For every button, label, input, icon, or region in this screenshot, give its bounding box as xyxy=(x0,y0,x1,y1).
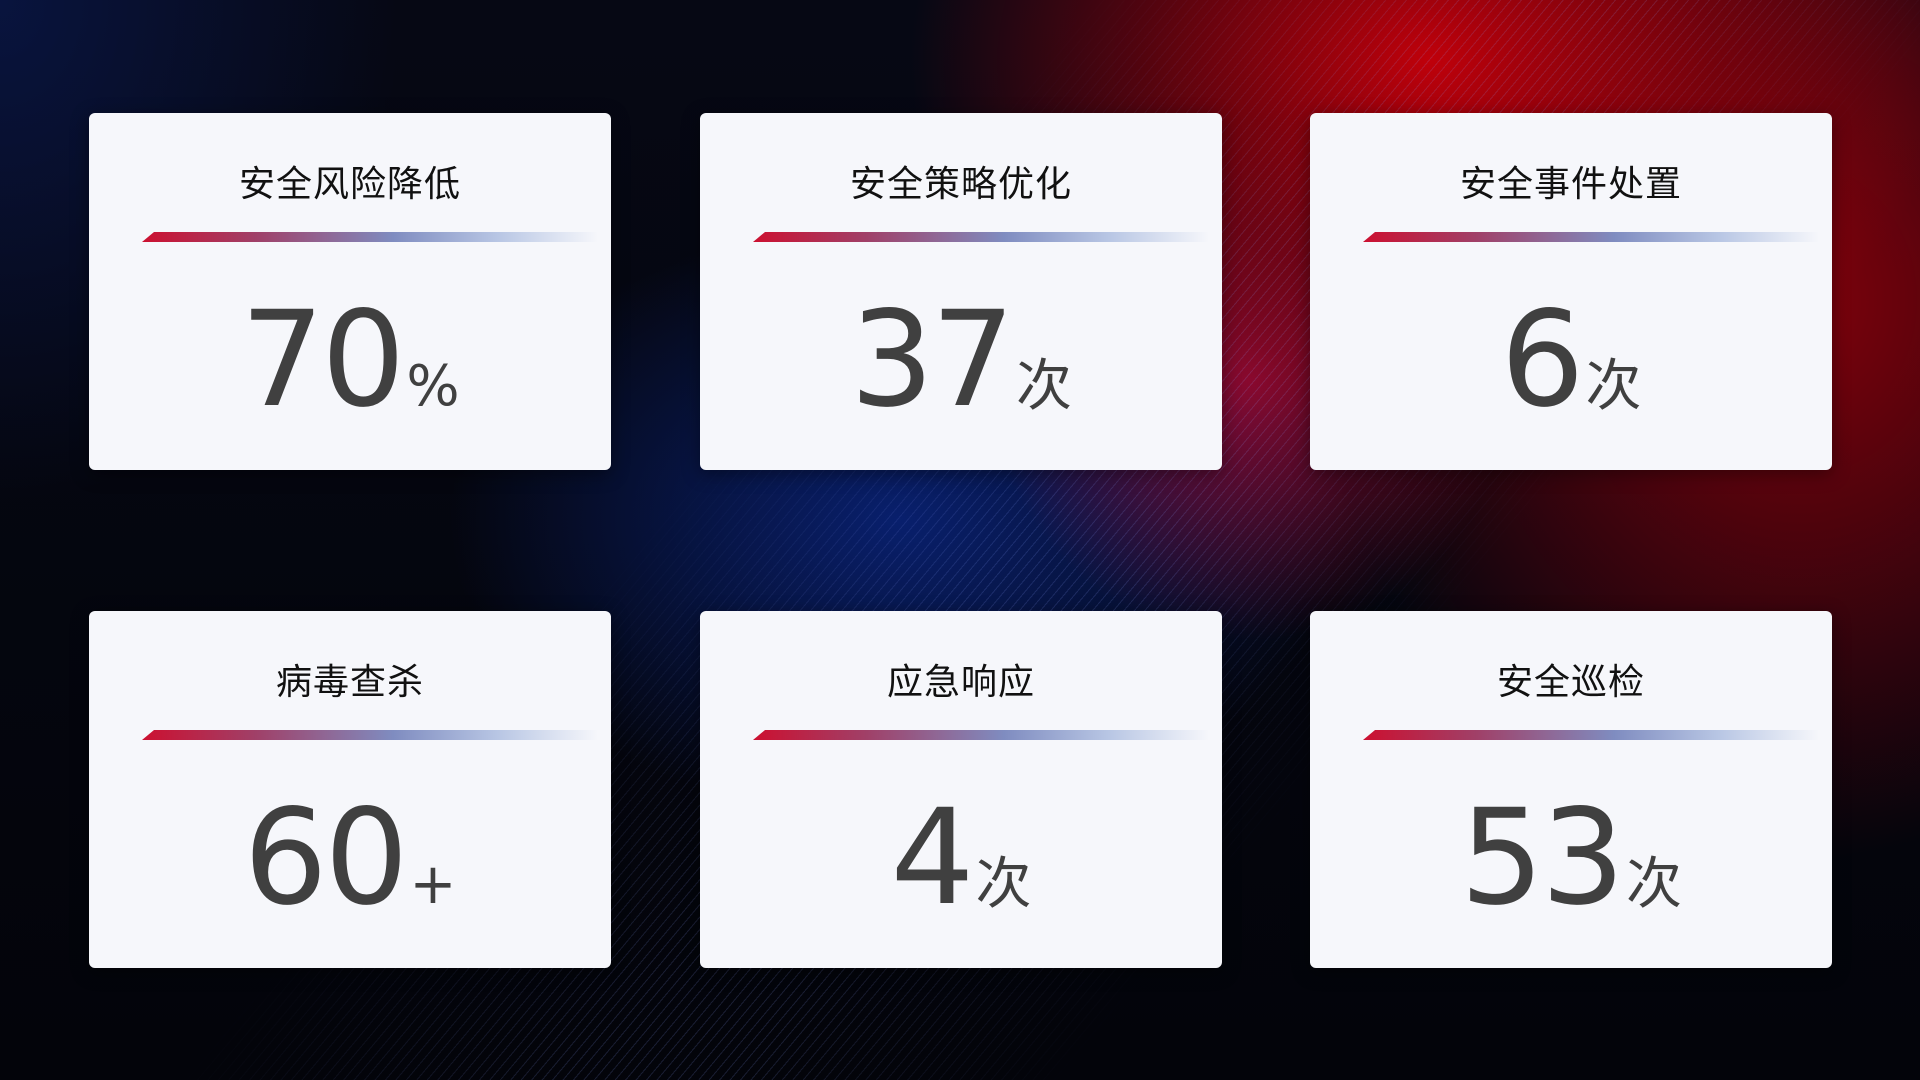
stat-card-risk-reduction: 安全风险降低 70% xyxy=(89,113,611,470)
value-unit: % xyxy=(406,354,460,419)
card-title: 安全策略优化 xyxy=(849,164,1072,205)
card-title: 安全风险降低 xyxy=(238,164,461,205)
card-divider xyxy=(142,232,598,242)
card-value: 37次 xyxy=(700,283,1222,437)
value-unit: + xyxy=(409,852,457,917)
value-unit: 次 xyxy=(975,852,1032,917)
value-number: 53 xyxy=(1460,781,1625,935)
card-divider xyxy=(1363,730,1819,740)
card-title: 安全事件处置 xyxy=(1459,164,1682,205)
value-number: 70 xyxy=(240,283,405,437)
stat-card-policy-optimization: 安全策略优化 37次 xyxy=(700,113,1222,470)
card-value: 53次 xyxy=(1310,781,1832,935)
value-number: 37 xyxy=(850,283,1015,437)
card-value: 60+ xyxy=(89,781,611,935)
card-title: 应急响应 xyxy=(886,662,1035,703)
stat-card-virus-removal: 病毒查杀 60+ xyxy=(89,611,611,968)
stat-card-security-inspection: 安全巡检 53次 xyxy=(1310,611,1832,968)
value-unit: 次 xyxy=(1015,354,1072,419)
card-value: 70% xyxy=(89,283,611,437)
card-divider xyxy=(753,232,1209,242)
value-unit: 次 xyxy=(1585,354,1642,419)
value-number: 4 xyxy=(890,781,975,935)
card-title: 病毒查杀 xyxy=(275,662,424,703)
card-divider xyxy=(1363,232,1819,242)
card-value: 6次 xyxy=(1310,283,1832,437)
stat-card-incident-handling: 安全事件处置 6次 xyxy=(1310,113,1832,470)
card-divider xyxy=(753,730,1209,740)
stat-card-emergency-response: 应急响应 4次 xyxy=(700,611,1222,968)
card-title: 安全巡检 xyxy=(1496,662,1645,703)
value-unit: 次 xyxy=(1625,852,1682,917)
value-number: 6 xyxy=(1500,283,1585,437)
card-divider xyxy=(142,730,598,740)
card-value: 4次 xyxy=(700,781,1222,935)
value-number: 60 xyxy=(243,781,409,935)
